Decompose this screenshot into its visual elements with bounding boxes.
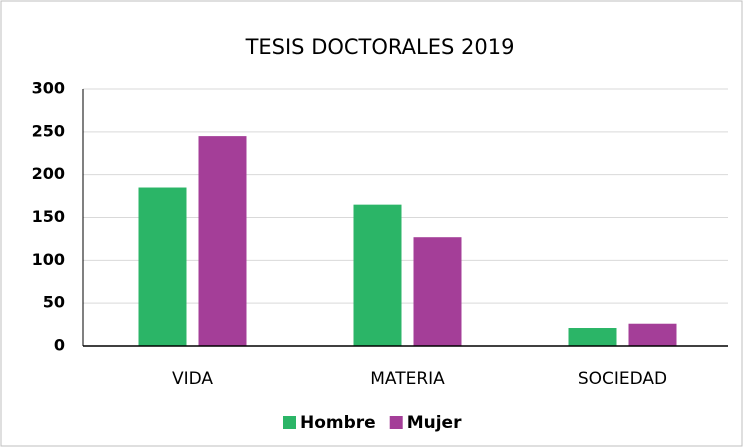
y-tick-label: 200	[32, 164, 65, 183]
legend-label: Hombre	[300, 413, 376, 433]
y-tick-label: 0	[54, 336, 65, 355]
x-tick-label: SOCIEDAD	[578, 369, 667, 389]
x-tick-label: MATERIA	[370, 369, 445, 389]
y-tick-label: 300	[32, 79, 65, 98]
y-tick-label: 150	[32, 207, 65, 226]
chart-title: TESIS DOCTORALES 2019	[245, 35, 515, 59]
bar	[413, 237, 462, 346]
bar	[568, 328, 617, 346]
y-tick-label: 100	[32, 250, 65, 269]
bar	[138, 187, 187, 346]
x-tick-label: VIDA	[172, 369, 213, 389]
y-tick-label: 50	[43, 293, 65, 312]
bar	[198, 136, 247, 346]
legend-swatch	[283, 416, 296, 429]
y-tick-label: 250	[32, 121, 65, 140]
legend-label: Mujer	[407, 413, 462, 433]
legend-swatch	[389, 416, 403, 429]
bar	[628, 323, 677, 346]
bar	[353, 204, 402, 346]
